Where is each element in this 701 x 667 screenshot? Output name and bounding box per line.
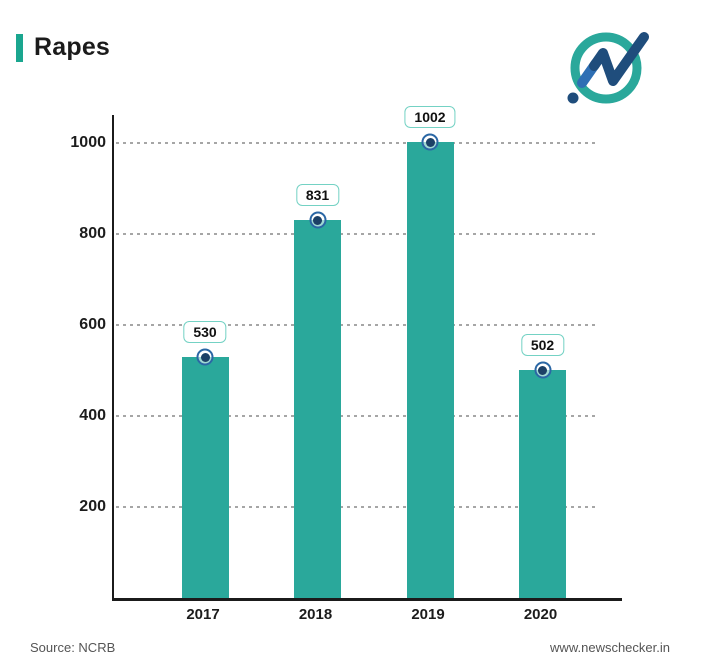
gridline-600 bbox=[116, 324, 598, 327]
title-accent-bar bbox=[16, 33, 23, 62]
gridline-1000 bbox=[116, 142, 598, 145]
bar-top-marker-2019 bbox=[421, 133, 439, 151]
website-note: www.newschecker.in bbox=[550, 640, 670, 655]
y-tick-label-200: 200 bbox=[79, 498, 106, 516]
value-label-2020: 502 bbox=[520, 334, 565, 356]
x-tick-label-2017: 2017 bbox=[186, 606, 220, 623]
value-label-2018: 831 bbox=[295, 184, 340, 206]
bar-2017 bbox=[181, 357, 229, 598]
bar-top-marker-dot bbox=[538, 365, 547, 375]
gridline-800 bbox=[116, 233, 598, 236]
newschecker-logo-icon bbox=[567, 32, 649, 104]
gridline-400 bbox=[116, 415, 598, 418]
logo-dot bbox=[567, 92, 579, 104]
x-tick-label-2018: 2018 bbox=[298, 606, 333, 623]
bar-top-marker-2017 bbox=[196, 348, 214, 366]
chart-header: Rapes bbox=[16, 33, 110, 62]
bar-2019 bbox=[406, 142, 454, 598]
value-label-2019: 1002 bbox=[404, 106, 456, 128]
bar-2018 bbox=[294, 220, 341, 598]
y-tick-label-800: 800 bbox=[79, 225, 106, 243]
bar-top-marker-dot bbox=[313, 215, 322, 225]
x-tick-label-2020: 2020 bbox=[523, 606, 558, 623]
page-title: Rapes bbox=[34, 33, 111, 61]
x-tick-label-2019: 2019 bbox=[411, 606, 445, 623]
logo-zigzag-dark bbox=[589, 32, 649, 86]
y-tick-label-1000: 1000 bbox=[70, 134, 106, 152]
bar-top-marker-dot bbox=[425, 137, 435, 147]
logo-circle bbox=[570, 32, 642, 104]
bar-top-marker-2020 bbox=[534, 361, 551, 379]
gridline-200 bbox=[116, 506, 598, 509]
source-note: Source: NCRB bbox=[30, 640, 116, 655]
y-tick-label-600: 600 bbox=[79, 316, 106, 334]
bar-top-marker-2018 bbox=[309, 211, 326, 229]
bar-top-marker-dot bbox=[200, 352, 210, 362]
y-tick-label-400: 400 bbox=[79, 407, 106, 425]
value-label-2017: 530 bbox=[183, 321, 227, 343]
plot-area: 200 400 600 800 1000 530 831 1002 502 bbox=[70, 106, 622, 601]
bar-2020 bbox=[519, 370, 566, 598]
